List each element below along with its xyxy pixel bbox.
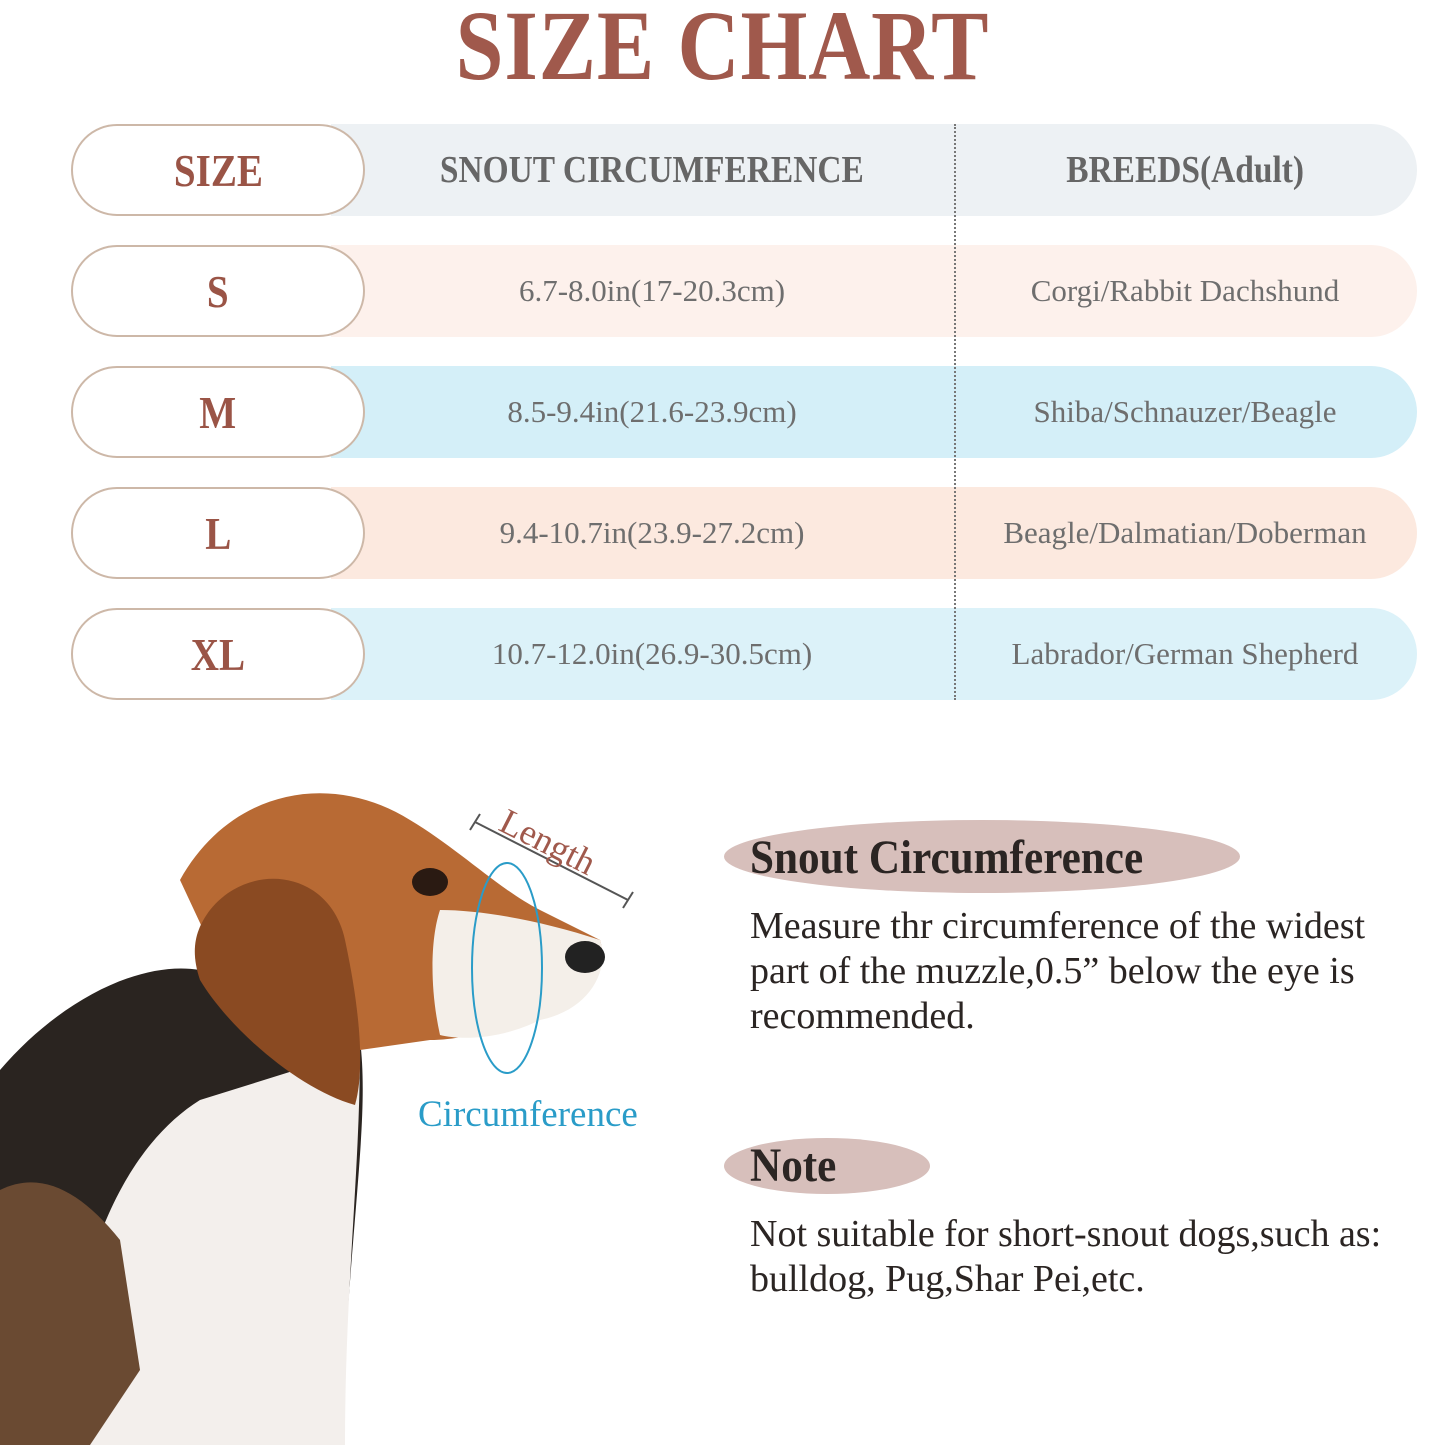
breeds-cell: Labrador/German Shepherd [1011, 636, 1359, 671]
header-snout: SNOUT CIRCUMFERENCE [440, 149, 864, 191]
snout-heading: Snout Circumference [750, 831, 1144, 884]
snout-cell: 9.4-10.7in(23.9-27.2cm) [499, 515, 805, 550]
page-title: SIZE CHART [455, 0, 990, 101]
breeds-cell: Corgi/Rabbit Dachshund [1030, 273, 1340, 308]
header-breeds: BREEDS(Adult) [1066, 149, 1304, 191]
snout-heading-badge [724, 820, 1240, 893]
snout-cell: 8.5-9.4in(21.6-23.9cm) [507, 394, 797, 429]
table-row: L 9.4-10.7in(23.9-27.2cm) Beagle/Dalmati… [71, 487, 1417, 579]
note-description: Not suitable for short-snout dogs,such a… [750, 1213, 1382, 1300]
breeds-cell: Beagle/Dalmatian/Doberman [1003, 515, 1367, 550]
snout-cell: 10.7-12.0in(26.9-30.5cm) [491, 636, 813, 671]
note-heading: Note [750, 1139, 837, 1192]
size-cell: XL [190, 628, 246, 680]
table-row: M 8.5-9.4in(21.6-23.9cm) Shiba/Schnauzer… [71, 366, 1417, 458]
size-cell: L [204, 507, 232, 559]
table-header: SIZE SNOUT CIRCUMFERENCE BREEDS(Adult) [71, 124, 1417, 216]
breeds-cell: Shiba/Schnauzer/Beagle [1033, 394, 1337, 429]
size-cell: M [199, 386, 237, 438]
size-cell: S [207, 265, 229, 317]
circumference-label: Circumference [418, 1094, 638, 1135]
snout-description: Measure thr circumference of the widest … [750, 905, 1366, 1037]
snout-cell: 6.7-8.0in(17-20.3cm) [518, 273, 786, 308]
beagle-image [0, 793, 634, 1445]
column-divider [954, 124, 956, 700]
table-row: S 6.7-8.0in(17-20.3cm) Corgi/Rabbit Dach… [71, 245, 1417, 337]
header-size: SIZE [71, 124, 365, 216]
table-row: XL 10.7-12.0in(26.9-30.5cm) Labrador/Ger… [71, 608, 1417, 700]
note-heading-badge [724, 1138, 930, 1194]
